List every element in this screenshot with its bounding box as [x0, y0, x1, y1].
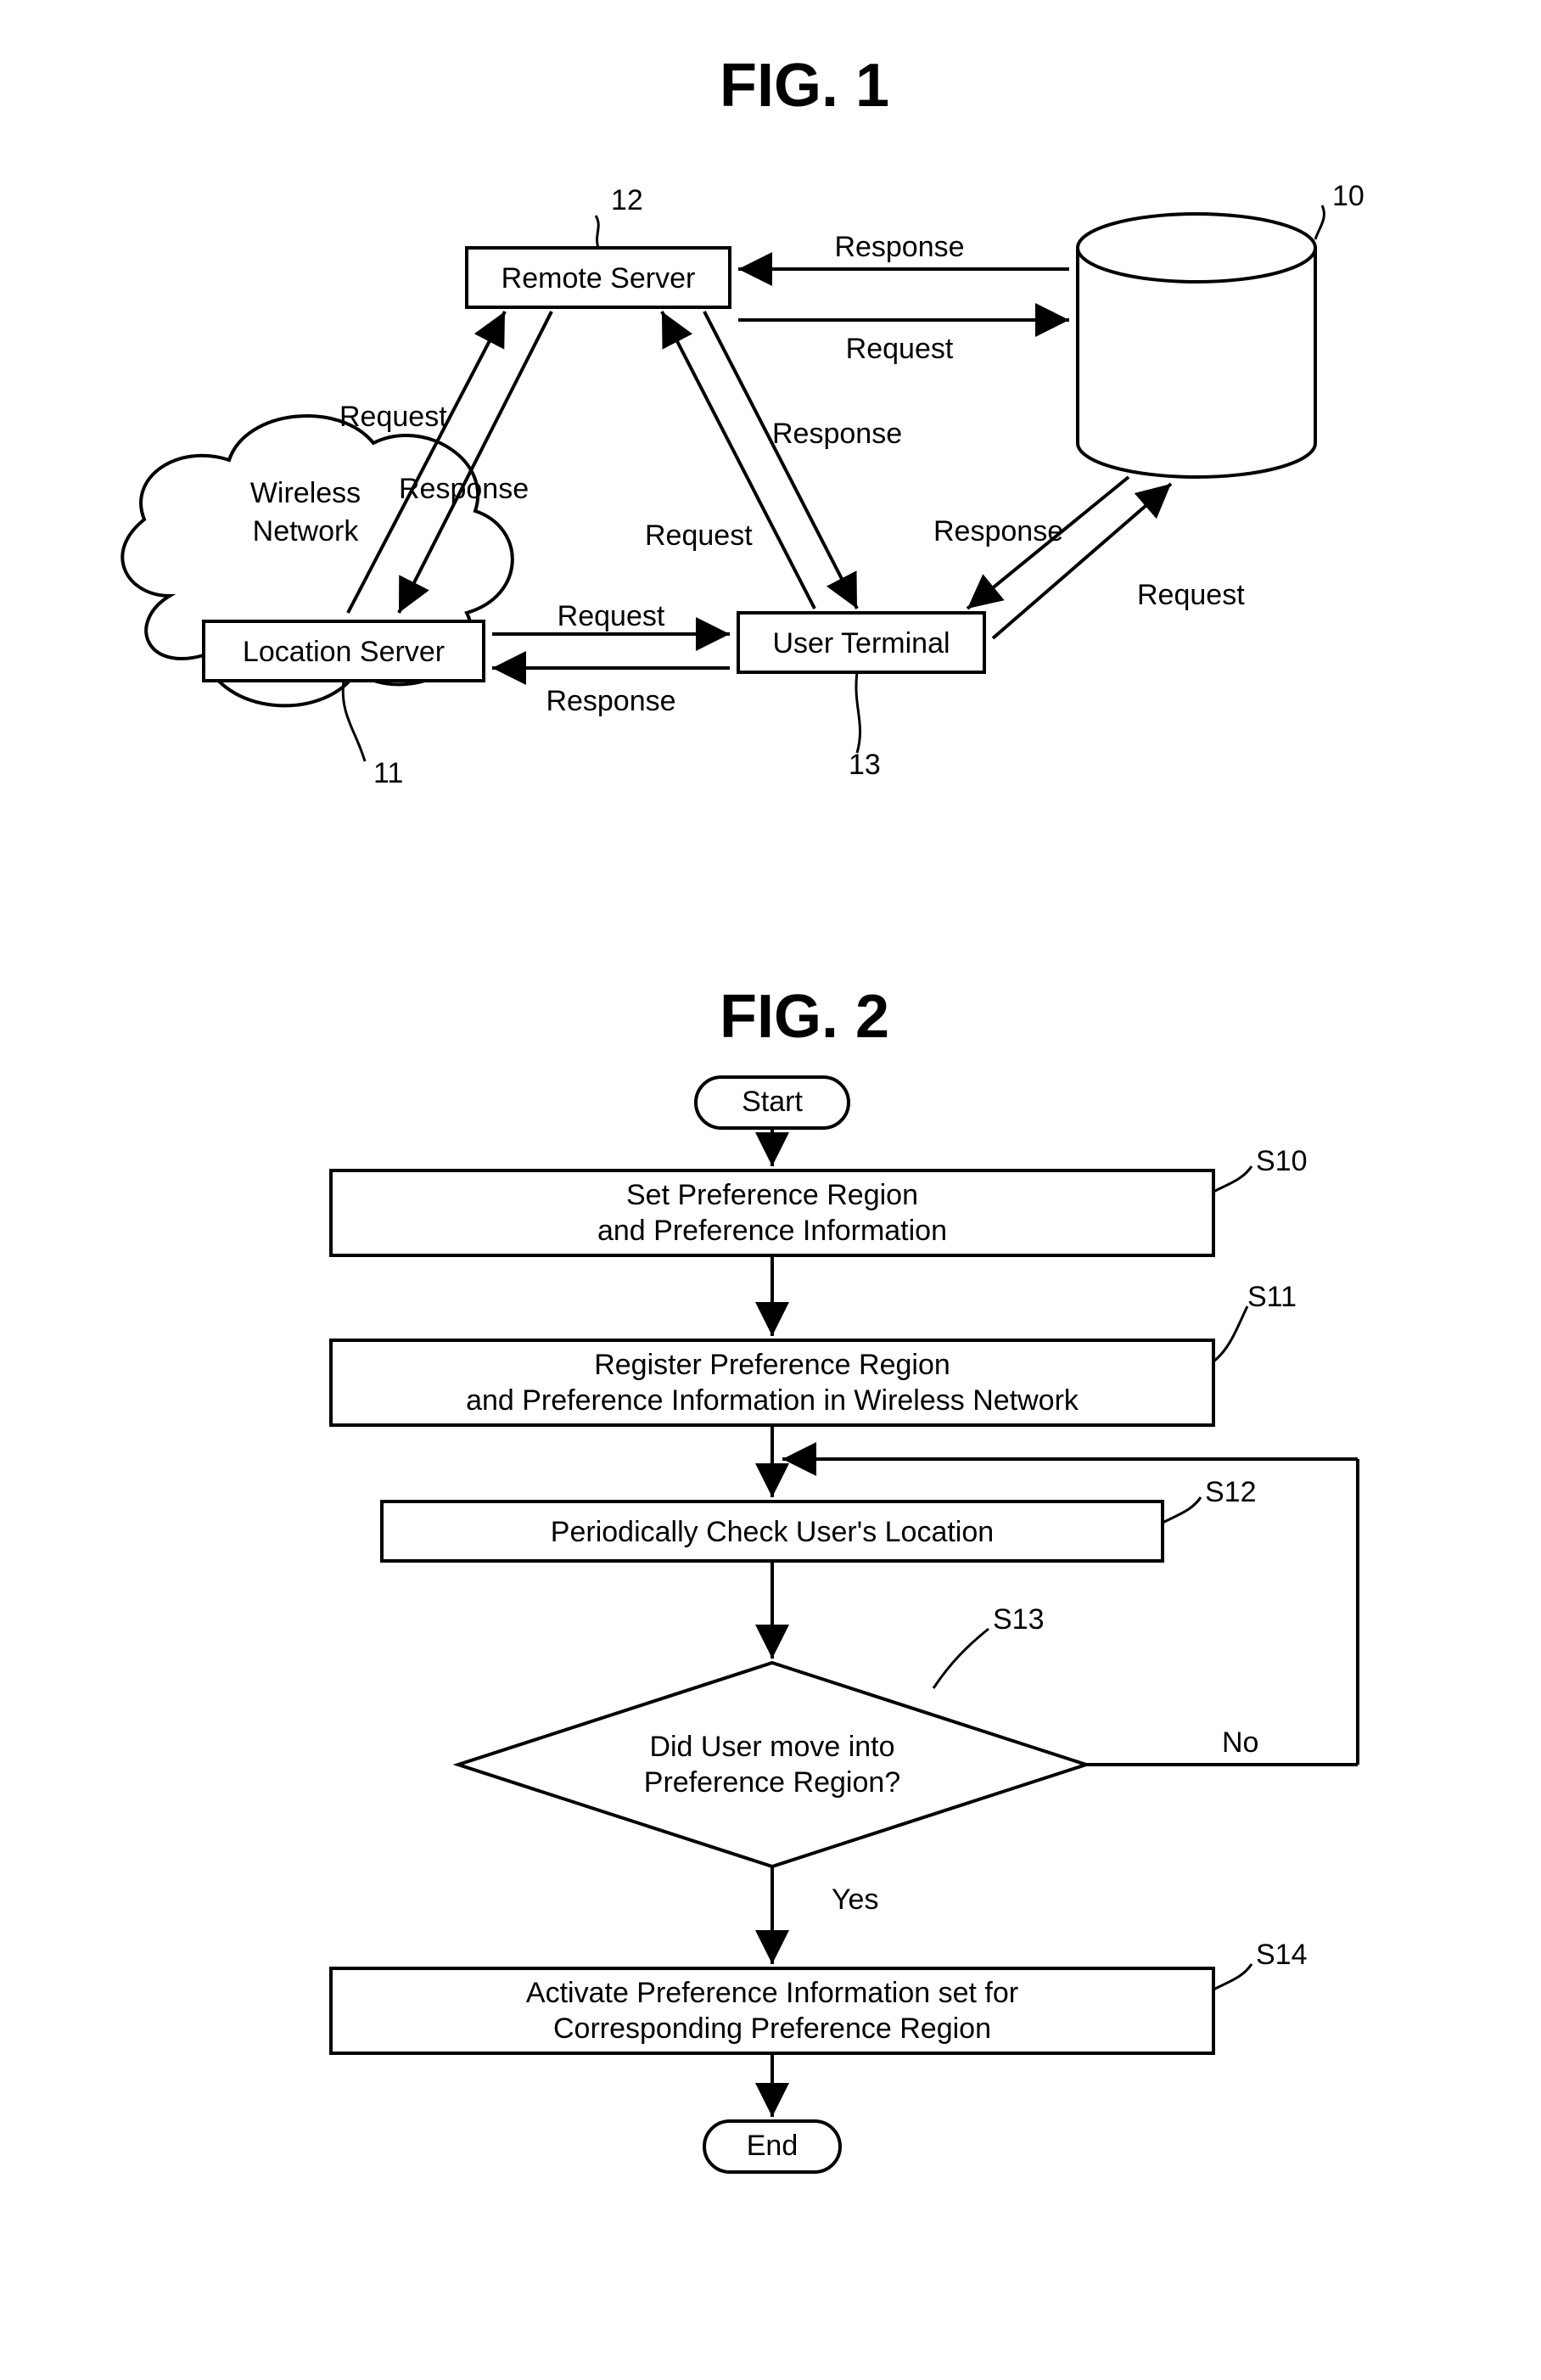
- ref-s14: S14: [1213, 1939, 1308, 1990]
- svg-text:Response: Response: [933, 515, 1063, 547]
- database-node: [1078, 214, 1315, 477]
- flow-s12: Periodically Check User's Location: [382, 1502, 1163, 1561]
- flow-s10: Set Preference Region and Preference Inf…: [331, 1170, 1213, 1255]
- svg-text:11: 11: [373, 757, 403, 789]
- svg-text:Response: Response: [399, 473, 529, 505]
- svg-text:End: End: [747, 2130, 799, 2162]
- svg-text:and Preference Information in: and Preference Information in Wireless N…: [466, 1384, 1079, 1417]
- svg-text:User Terminal: User Terminal: [772, 627, 950, 660]
- svg-text:Wireless: Wireless: [250, 477, 361, 509]
- svg-text:12: 12: [611, 184, 643, 216]
- flow-start: Start: [696, 1077, 849, 1128]
- svg-text:Set Preference Region: Set Preference Region: [626, 1179, 918, 1211]
- svg-text:Activate Preference Informatio: Activate Preference Information set for: [526, 1977, 1018, 2009]
- svg-text:S11: S11: [1247, 1281, 1297, 1313]
- ref-11: 11: [343, 681, 403, 789]
- flow-s14: Activate Preference Information set for …: [331, 1968, 1213, 2053]
- ref-13: 13: [849, 672, 881, 781]
- ref-10: 10: [1315, 180, 1364, 239]
- ref-12: 12: [596, 184, 643, 248]
- edge-remoteserver-database: Response Request: [738, 231, 1069, 365]
- remote-server-node: Remote Server: [467, 248, 730, 307]
- flow-s13-decision: Did User move into Preference Region?: [458, 1663, 1086, 1866]
- svg-text:S13: S13: [993, 1603, 1045, 1636]
- svg-text:Remote Server: Remote Server: [502, 262, 696, 295]
- fig2-title: FIG. 2: [34, 982, 1541, 1052]
- svg-text:Response: Response: [834, 231, 964, 263]
- svg-text:Did User move into: Did User move into: [649, 1731, 894, 1763]
- flow-end: End: [704, 2121, 840, 2172]
- fig2-flowchart: Start Set Preference Region and Preferen…: [34, 1052, 1541, 2342]
- svg-text:S10: S10: [1256, 1145, 1308, 1177]
- svg-text:Response: Response: [772, 418, 902, 450]
- fig1-diagram: Remote Server 12 10 Wireless Network Loc…: [34, 121, 1541, 910]
- svg-text:Request: Request: [1137, 579, 1245, 611]
- fig1-title: FIG. 1: [34, 51, 1541, 121]
- svg-text:Periodically Check User's Loca: Periodically Check User's Location: [551, 1516, 994, 1548]
- flow-s11: Register Preference Region and Preferenc…: [331, 1340, 1213, 1425]
- svg-text:Request: Request: [558, 600, 665, 632]
- ref-s12: S12: [1163, 1476, 1257, 1523]
- svg-text:and Preference Information: and Preference Information: [597, 1215, 947, 1247]
- ref-s10: S10: [1213, 1145, 1308, 1192]
- svg-text:Request: Request: [645, 519, 753, 552]
- svg-text:Register Preference Region: Register Preference Region: [594, 1349, 950, 1381]
- svg-text:Request: Request: [339, 401, 447, 433]
- svg-text:13: 13: [849, 749, 881, 781]
- svg-text:Request: Request: [846, 333, 954, 365]
- ref-s13: S13: [933, 1603, 1045, 1688]
- svg-text:Preference Region?: Preference Region?: [644, 1766, 900, 1799]
- svg-text:Location Server: Location Server: [243, 636, 445, 668]
- location-server-node: Location Server: [204, 621, 484, 681]
- svg-text:Response: Response: [546, 685, 675, 717]
- svg-text:S14: S14: [1256, 1939, 1308, 1971]
- edge-locationserver-userterminal: Request Response: [492, 600, 730, 717]
- svg-text:Yes: Yes: [832, 1883, 878, 1916]
- svg-text:Start: Start: [742, 1086, 803, 1118]
- svg-text:No: No: [1222, 1726, 1258, 1759]
- svg-text:Network: Network: [253, 515, 360, 547]
- user-terminal-node: User Terminal: [738, 613, 984, 672]
- svg-text:Corresponding Preference Regio: Corresponding Preference Region: [553, 2012, 991, 2045]
- svg-text:S12: S12: [1205, 1476, 1257, 1508]
- flow-yes-branch: Yes: [772, 1866, 878, 1964]
- svg-text:10: 10: [1332, 180, 1364, 212]
- ref-s11: S11: [1213, 1281, 1297, 1361]
